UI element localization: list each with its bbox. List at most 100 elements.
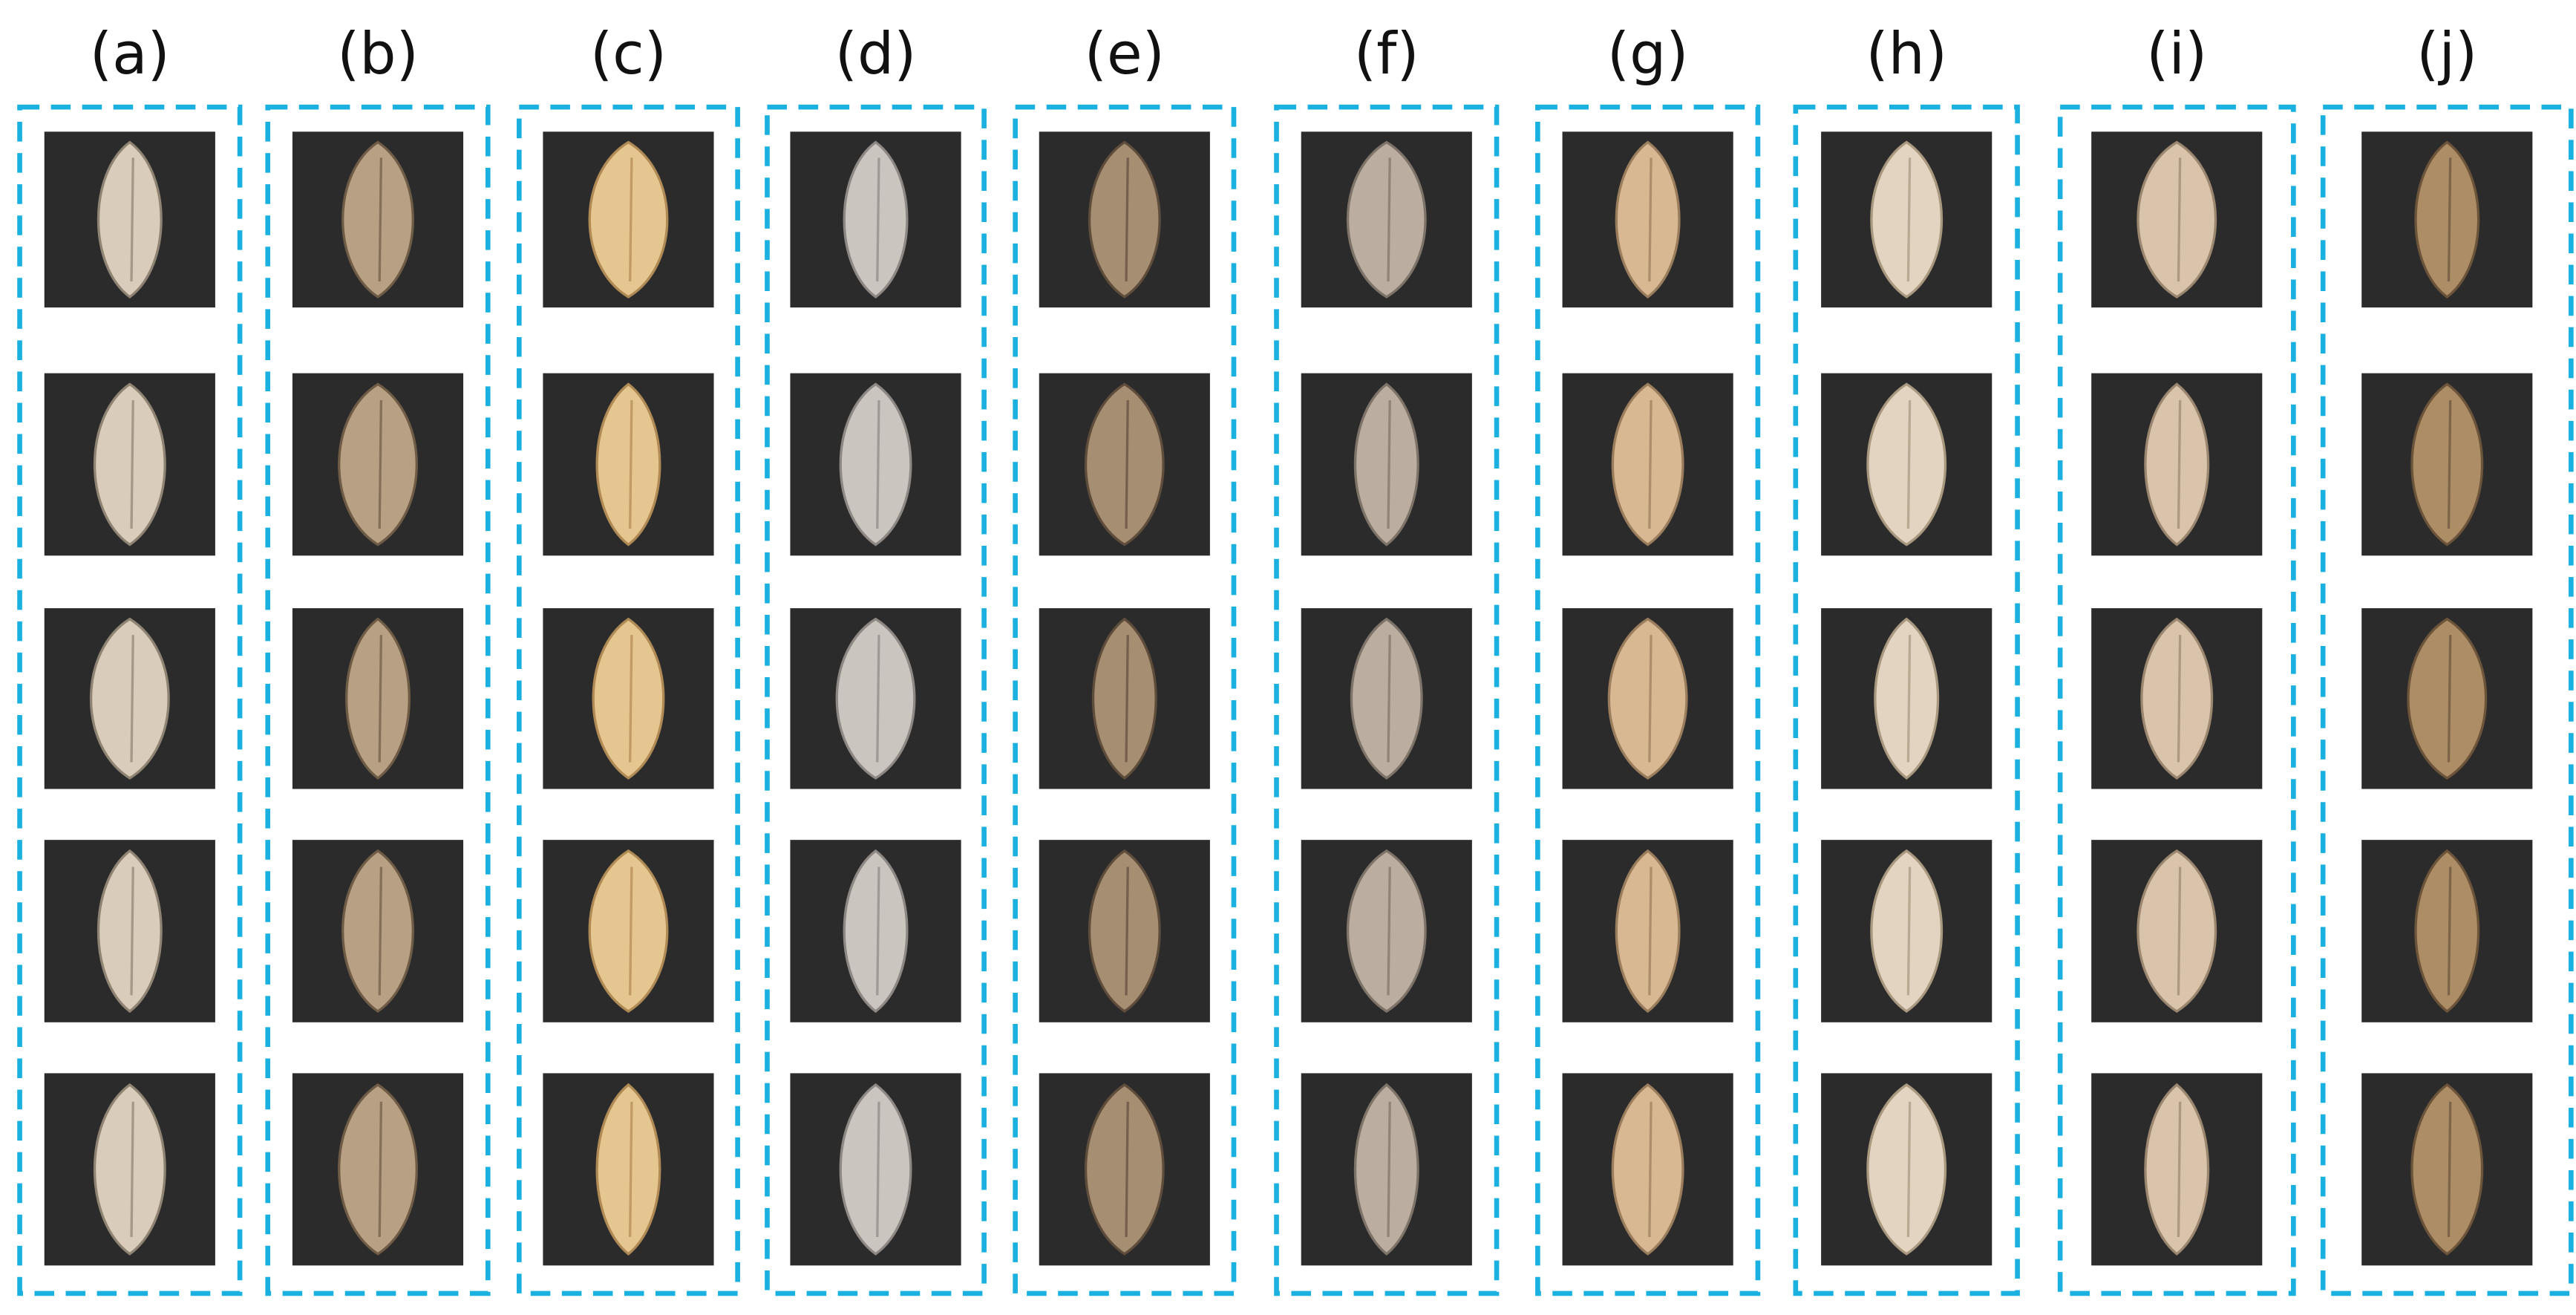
sample-column: (d) [765,21,987,1296]
rice-grain [835,617,916,780]
grain-groove [2177,635,2182,763]
grain-groove [629,867,633,996]
grain-groove [1906,157,1912,282]
column-frame [265,104,491,1296]
sample-column: (e) [1013,21,1237,1296]
sample-column: (b) [265,21,491,1296]
column-label: (a) [90,21,170,88]
grain-groove [1387,635,1391,763]
grain-groove [876,635,880,763]
rice-grain [1088,849,1161,1014]
grain-groove [378,157,383,282]
sample-column: (j) [2320,21,2574,1296]
rice-grain [595,1083,661,1256]
grain-groove [2447,1101,2452,1238]
grain-groove [1387,157,1391,282]
rice-grain [1870,849,1943,1014]
rice-grain [1353,382,1419,546]
grain-groove [1387,867,1391,996]
grain-groove [1648,635,1653,763]
rice-grain [1353,1083,1419,1256]
rice-grain [2407,617,2488,780]
grain-groove [1906,1101,1912,1238]
grain-groove [1125,1101,1129,1238]
rice-grain [1088,140,1161,298]
grain-groove [1648,867,1653,996]
grain-groove [1125,635,1129,763]
rice-grain [2414,140,2480,298]
rice-grain [341,140,414,298]
grain-groove [378,399,383,529]
rice-grain [1611,382,1684,546]
rice-grain [1607,617,1688,780]
grain-groove [2447,399,2452,529]
rice-grain [338,1083,418,1256]
sample-column: (f) [1274,21,1500,1296]
sample-column: (g) [1535,21,1761,1296]
rice-grain [1866,1083,1947,1256]
column-frame [2057,104,2296,1296]
sample-column: (i) [2057,21,2296,1296]
grain-groove [876,867,880,996]
grain-groove [130,635,134,763]
rice-grain [595,382,661,546]
rice-grain [843,140,909,298]
rice-grain [1346,849,1427,1014]
rice-grain [345,617,411,780]
grain-groove [1648,399,1653,529]
rice-grain [1347,140,1427,298]
column-frame [516,104,740,1296]
rice-grain [1350,617,1423,780]
grain-groove [130,1101,134,1238]
column-label: (c) [590,21,667,88]
rice-grain [1870,140,1943,298]
grain-groove [1906,867,1912,996]
rice-grain [1866,382,1947,546]
grain-groove [2177,867,2182,996]
rice-grain [2140,617,2214,780]
rice-grain [843,849,909,1014]
column-label: (e) [1085,21,1165,88]
rice-grain [97,849,163,1014]
rice-grain [2137,140,2217,298]
grain-groove [629,635,633,763]
rice-grain [1091,617,1157,780]
grain-groove [1387,1101,1391,1238]
rice-grain [97,140,163,298]
column-label: (b) [337,21,419,88]
grain-groove [2447,635,2452,763]
sample-column: (a) [17,21,243,1296]
rice-grain [1084,382,1165,546]
grain-groove [1125,867,1129,996]
grain-groove [876,399,880,529]
grain-groove [130,399,134,529]
column-label: (g) [1607,21,1689,88]
grain-groove [378,635,383,763]
rice-grain [1874,617,1940,780]
rice-grain [592,617,665,780]
column-frame [1535,104,1761,1296]
rice-grain [1615,140,1681,298]
rice-grain [2410,382,2484,546]
column-label: (f) [1354,21,1419,88]
rice-grain [2144,1083,2210,1256]
grain-groove [1387,399,1391,529]
rice-grain [2137,849,2217,1014]
rice-grain [93,1083,166,1256]
column-label: (h) [1866,21,1947,88]
column-frame [765,104,987,1296]
rice-grain [2414,849,2480,1014]
grain-groove [629,157,633,282]
grain-groove [629,1101,633,1238]
sample-column: (c) [516,21,740,1296]
rice-grain [338,382,418,546]
column-label: (j) [2416,21,2477,88]
grain-groove [1906,635,1912,763]
rice-grain [94,382,166,546]
grain-groove [2177,399,2182,529]
grain-groove [130,867,134,996]
grain-groove [2447,157,2452,282]
grain-groove [130,157,134,282]
rice-grain [89,617,170,780]
